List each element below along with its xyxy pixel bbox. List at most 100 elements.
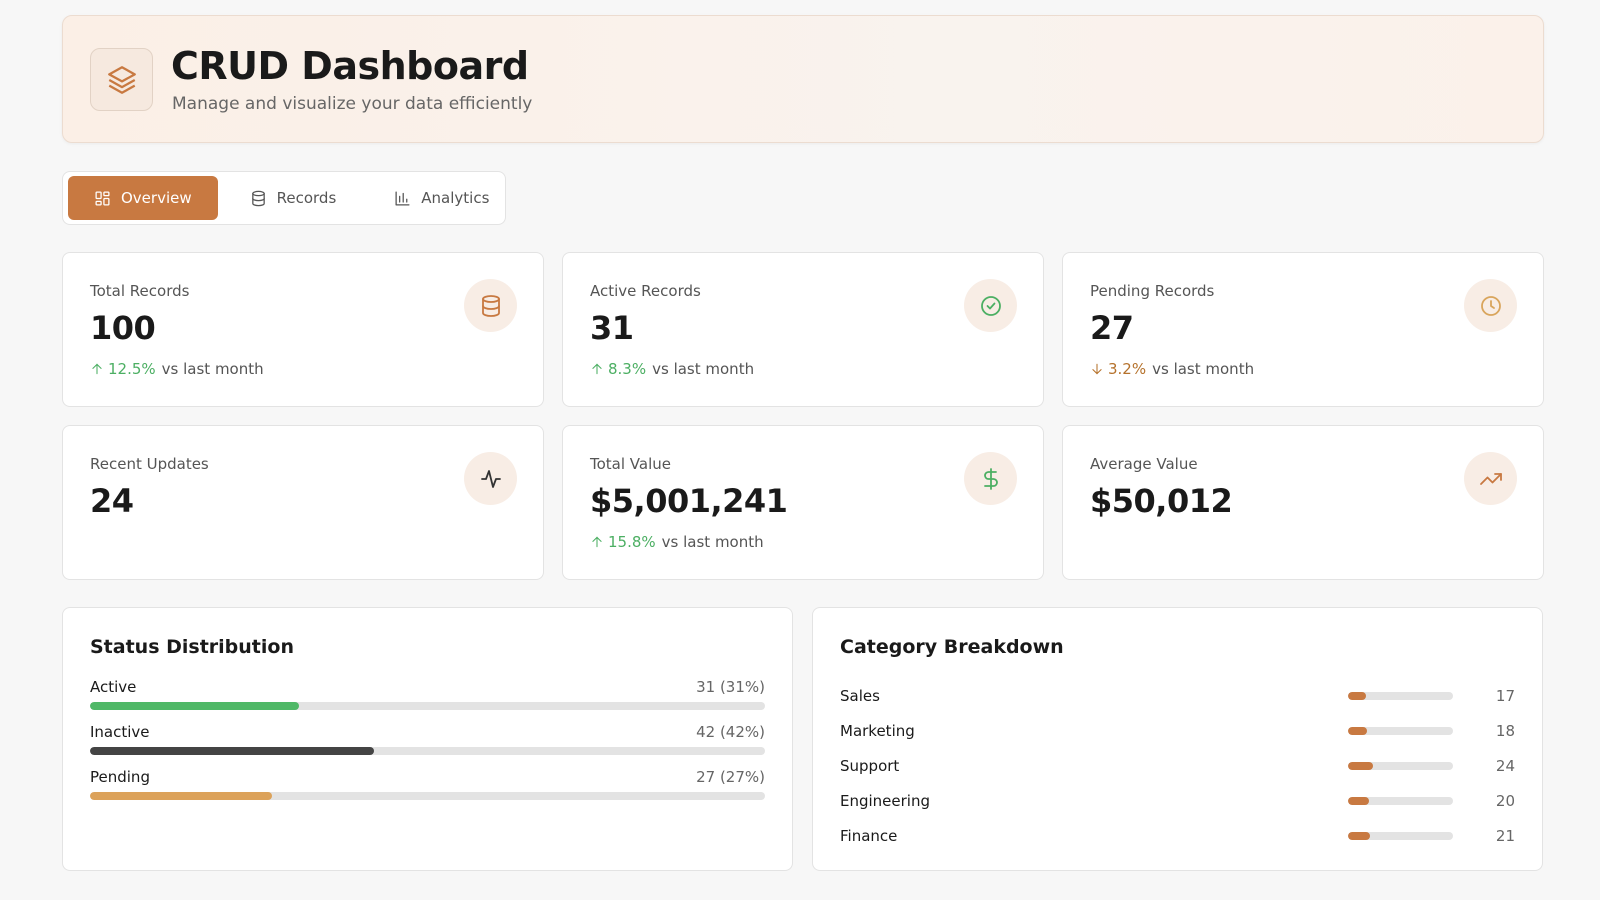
status-track — [90, 702, 765, 710]
stat-card: Total Value $5,001,241 15.8% vs last month — [562, 425, 1044, 580]
icon-svg — [1092, 363, 1102, 375]
icon-svg — [592, 536, 602, 548]
change-note: vs last month — [1152, 360, 1255, 378]
icon — [90, 362, 104, 376]
stats-grid: Total Records 100 12.5% vs last month Active… — [62, 252, 1544, 580]
category-bar — [1348, 831, 1371, 840]
status-label: Pending — [90, 768, 150, 786]
stat-icon — [964, 452, 1017, 505]
category-label: Sales — [840, 686, 880, 705]
icon-svg — [983, 467, 998, 490]
status-label: Inactive — [90, 723, 150, 741]
logo — [90, 48, 153, 111]
status-track — [90, 792, 765, 800]
status-count: 27 (27%) — [696, 768, 765, 786]
change-note: vs last month — [652, 360, 755, 378]
stat-value: 24 — [90, 482, 134, 520]
stat-icon — [1464, 452, 1517, 505]
category-track — [1348, 691, 1453, 700]
status-count: 42 (42%) — [696, 723, 765, 741]
category-track — [1348, 831, 1453, 840]
tab-label: Overview — [121, 189, 192, 207]
change-note: vs last month — [661, 533, 764, 551]
icon — [394, 190, 411, 207]
title: CRUD Dashboard — [171, 44, 529, 88]
category-count: 20 — [1495, 791, 1515, 810]
tab-bar: Overview Records Analytics — [62, 171, 506, 225]
stat-card: Pending Records 27 3.2% vs last month — [1062, 252, 1544, 407]
change-value: 15.8% — [608, 533, 656, 551]
icon — [250, 190, 267, 207]
stat-value: $5,001,241 — [590, 482, 788, 520]
panel-title: Status Distribution — [90, 636, 294, 658]
stat-label: Recent Updates — [90, 455, 209, 473]
icon-svg — [592, 363, 602, 375]
icon-svg — [481, 294, 500, 317]
category-count: 17 — [1495, 686, 1515, 705]
stat-value: 31 — [590, 309, 634, 347]
change-value: 12.5% — [108, 360, 156, 378]
change-value: 3.2% — [1108, 360, 1147, 378]
category-panel: Category Breakdown Sales 17 Marketing 18 Sup… — [812, 607, 1543, 871]
category-label: Finance — [840, 826, 898, 845]
header: CRUD Dashboard Manage and visualize your… — [62, 15, 1544, 143]
status-label: Active — [90, 678, 137, 696]
icon-svg — [1480, 295, 1501, 316]
icon — [1090, 362, 1104, 376]
stat-icon — [464, 452, 517, 505]
stat-card: Recent Updates 24 — [62, 425, 544, 580]
status-panel: Status Distribution Active 31 (31%) Inacti… — [62, 607, 793, 871]
category-track — [1348, 761, 1453, 770]
category-row: Marketing 18 — [840, 713, 1515, 748]
icon — [979, 467, 1003, 491]
category-label: Marketing — [840, 721, 915, 740]
category-row: Finance 21 — [840, 818, 1515, 853]
category-track — [1348, 726, 1453, 735]
category-list: Sales 17 Marketing 18 Support 24 Engineering 20… — [840, 678, 1515, 853]
stat-label: Total Records — [90, 282, 190, 300]
status-list: Active 31 (31%) Inactive 42 (42%) Pending 27 … — [90, 678, 765, 800]
icon — [479, 467, 503, 491]
stat-card: Active Records 31 8.3% vs last month — [562, 252, 1044, 407]
stat-value: $50,012 — [1090, 482, 1233, 520]
category-track — [1348, 796, 1453, 805]
panel-title: Category Breakdown — [840, 636, 1064, 658]
tab[interactable]: Overview — [68, 176, 218, 220]
category-bar — [1348, 761, 1374, 770]
status-header: Pending 27 (27%) — [90, 768, 765, 786]
stat-change: 12.5% vs last month — [90, 360, 264, 378]
tab[interactable]: Analytics — [368, 176, 515, 220]
category-count: 24 — [1495, 756, 1515, 775]
subtitle: Manage and visualize your data efficient… — [172, 94, 533, 114]
status-row: Inactive 42 (42%) — [90, 723, 765, 755]
icon-svg — [395, 190, 410, 206]
tab-label: Records — [276, 189, 337, 207]
stat-card: Total Records 100 12.5% vs last month — [62, 252, 544, 407]
stat-card: Average Value $50,012 — [1062, 425, 1544, 580]
category-row: Sales 17 — [840, 678, 1515, 713]
category-count: 18 — [1495, 721, 1515, 740]
category-bar — [1348, 796, 1369, 805]
stat-label: Active Records — [590, 282, 701, 300]
icon — [1479, 294, 1503, 318]
status-bar — [90, 702, 300, 710]
icon-svg — [95, 190, 110, 206]
tab-label: Analytics — [421, 189, 490, 207]
stat-label: Pending Records — [1090, 282, 1215, 300]
stat-value: 100 — [90, 309, 156, 347]
category-row: Engineering 20 — [840, 783, 1515, 818]
stat-icon — [964, 279, 1017, 332]
category-count: 21 — [1495, 826, 1515, 845]
icon — [1479, 467, 1503, 491]
change-note: vs last month — [161, 360, 264, 378]
stat-change: 8.3% vs last month — [590, 360, 754, 378]
status-count: 31 (31%) — [696, 678, 765, 696]
tab[interactable]: Records — [224, 176, 363, 220]
icon — [979, 294, 1003, 318]
logo-icon — [107, 65, 136, 94]
category-bar — [1348, 726, 1367, 735]
icon — [590, 362, 604, 376]
stat-label: Total Value — [590, 455, 671, 473]
